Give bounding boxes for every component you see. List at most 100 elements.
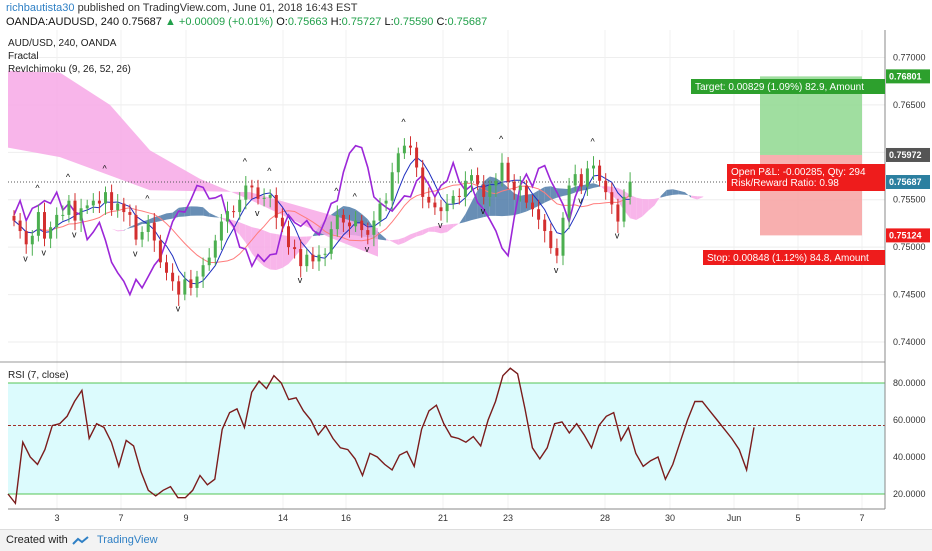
candle-body [91,200,95,206]
cloud-segment [520,194,527,214]
price-chart[interactable]: v ^ v ^ v ^ v ^ v ^ v ^ v ^ ^ v ^ v ^ v ^ v v ^ v 0.77000 0.76500… [0,0,932,529]
stop-price-tag-bg [886,228,930,243]
candle-body [104,192,107,204]
pnl-label: Open P&L: -0.00285, Qty: 294 [731,167,866,178]
current-price-tag-bg [886,175,930,190]
cloud-segment [282,235,289,268]
candle-body [152,222,156,241]
candle-body [567,185,571,218]
cloud-segment [270,232,277,270]
fractal-up-marker: ^ [35,183,40,193]
candle-body [415,147,419,168]
cloud-segment [215,215,222,219]
time-tick-label: 7 [118,513,123,523]
candles [12,136,632,306]
fractal-up-marker: ^ [499,134,504,144]
candle-body [36,212,40,236]
last-price: 0.75687 [122,16,162,28]
rsi-band-fill [8,383,885,494]
candle-body [61,214,65,216]
candle-body [226,211,229,222]
candle-body [207,257,211,266]
candle-body [256,187,260,199]
open-label: O: [276,16,288,28]
target-price-tag: 0.76801 [889,71,922,81]
candle-body [348,222,351,227]
cloud-segment [404,234,411,243]
cloud-segment [630,194,637,220]
cloud-segment [654,196,661,206]
stop-label-bg [703,250,885,265]
fractal-up-marker: ^ [103,163,108,173]
pnl-label-bg [727,164,885,191]
candle-body [213,240,217,258]
candle-body [116,203,120,211]
candle-body [360,220,364,231]
chikou-line [13,144,583,297]
candle-body [165,262,168,273]
candle-body [49,227,53,239]
fractal-down-marker: v [133,249,138,259]
cloud-segment [624,190,631,219]
candle-body [189,279,193,288]
cloud-segment [209,212,216,218]
cloud-segment [428,226,435,232]
fractal-up-marker: ^ [145,194,150,204]
cloud-segment [526,193,533,212]
candle-body [628,181,632,197]
cloud-segment [233,220,240,235]
candle-body [354,220,358,227]
candle-body [219,221,223,241]
symbol-label: OANDA:AUDUSD, 240 [6,16,120,28]
candle-body [24,231,28,245]
fractal-up-marker: ^ [243,157,248,167]
footer-bar: Created with TradingView [0,529,932,551]
fractal-up-marker: ^ [353,192,358,202]
candle-body [280,217,284,227]
candle-body [402,145,406,154]
cloud-segment [264,230,271,270]
cloud-segment [678,190,685,195]
fractal-down-marker: v [176,304,181,314]
candle-body [531,202,534,210]
candle-body [335,214,339,230]
candle-body [604,180,608,193]
rsi-panel [0,361,885,495]
candle-body [421,167,425,197]
fractal-down-marker: v [554,265,559,275]
cloud-segment [129,224,136,229]
target-label-bg [691,79,885,94]
rsi-line [7,367,755,506]
legend-fractal: Fractal [8,51,39,62]
cloud-segment [392,239,399,245]
cloud-segment [550,186,557,200]
time-tick-label: 21 [438,513,448,523]
candle-body [518,185,522,191]
candle-body [433,202,437,208]
fractal-down-marker: v [615,231,620,241]
candle-body [55,214,59,228]
legend-title: AUD/USD, 240, OANDA [8,38,117,49]
price-tick-label: 0.74500 [893,290,926,300]
candle-body [293,247,297,250]
cloud-segment [410,232,417,240]
fractal-down-marker: v [72,230,77,240]
high-label: H: [330,16,342,28]
candle-body [592,165,595,169]
cloud-segment [691,195,698,200]
rsi-tick-label: 60.0000 [893,415,926,425]
candle-body [195,276,199,288]
fractal-markers: v ^ v ^ v ^ v ^ v ^ v ^ v ^ ^ v ^ v ^ v ^ v v ^ v [23,117,620,314]
footer-brand[interactable]: TradingView [97,534,158,546]
target-label: Target: 0.00829 (1.09%) 82.9, Amount [695,82,864,93]
candle-body [232,211,236,213]
candle-body [457,195,461,197]
candle-body [323,253,327,255]
cloud-segment [148,217,155,224]
candle-body [537,209,541,220]
candle-body [409,145,412,148]
candle-body [598,165,602,181]
author-link[interactable]: richbautista30 [6,2,75,14]
candle-body [463,180,467,197]
candle-body [134,214,138,240]
